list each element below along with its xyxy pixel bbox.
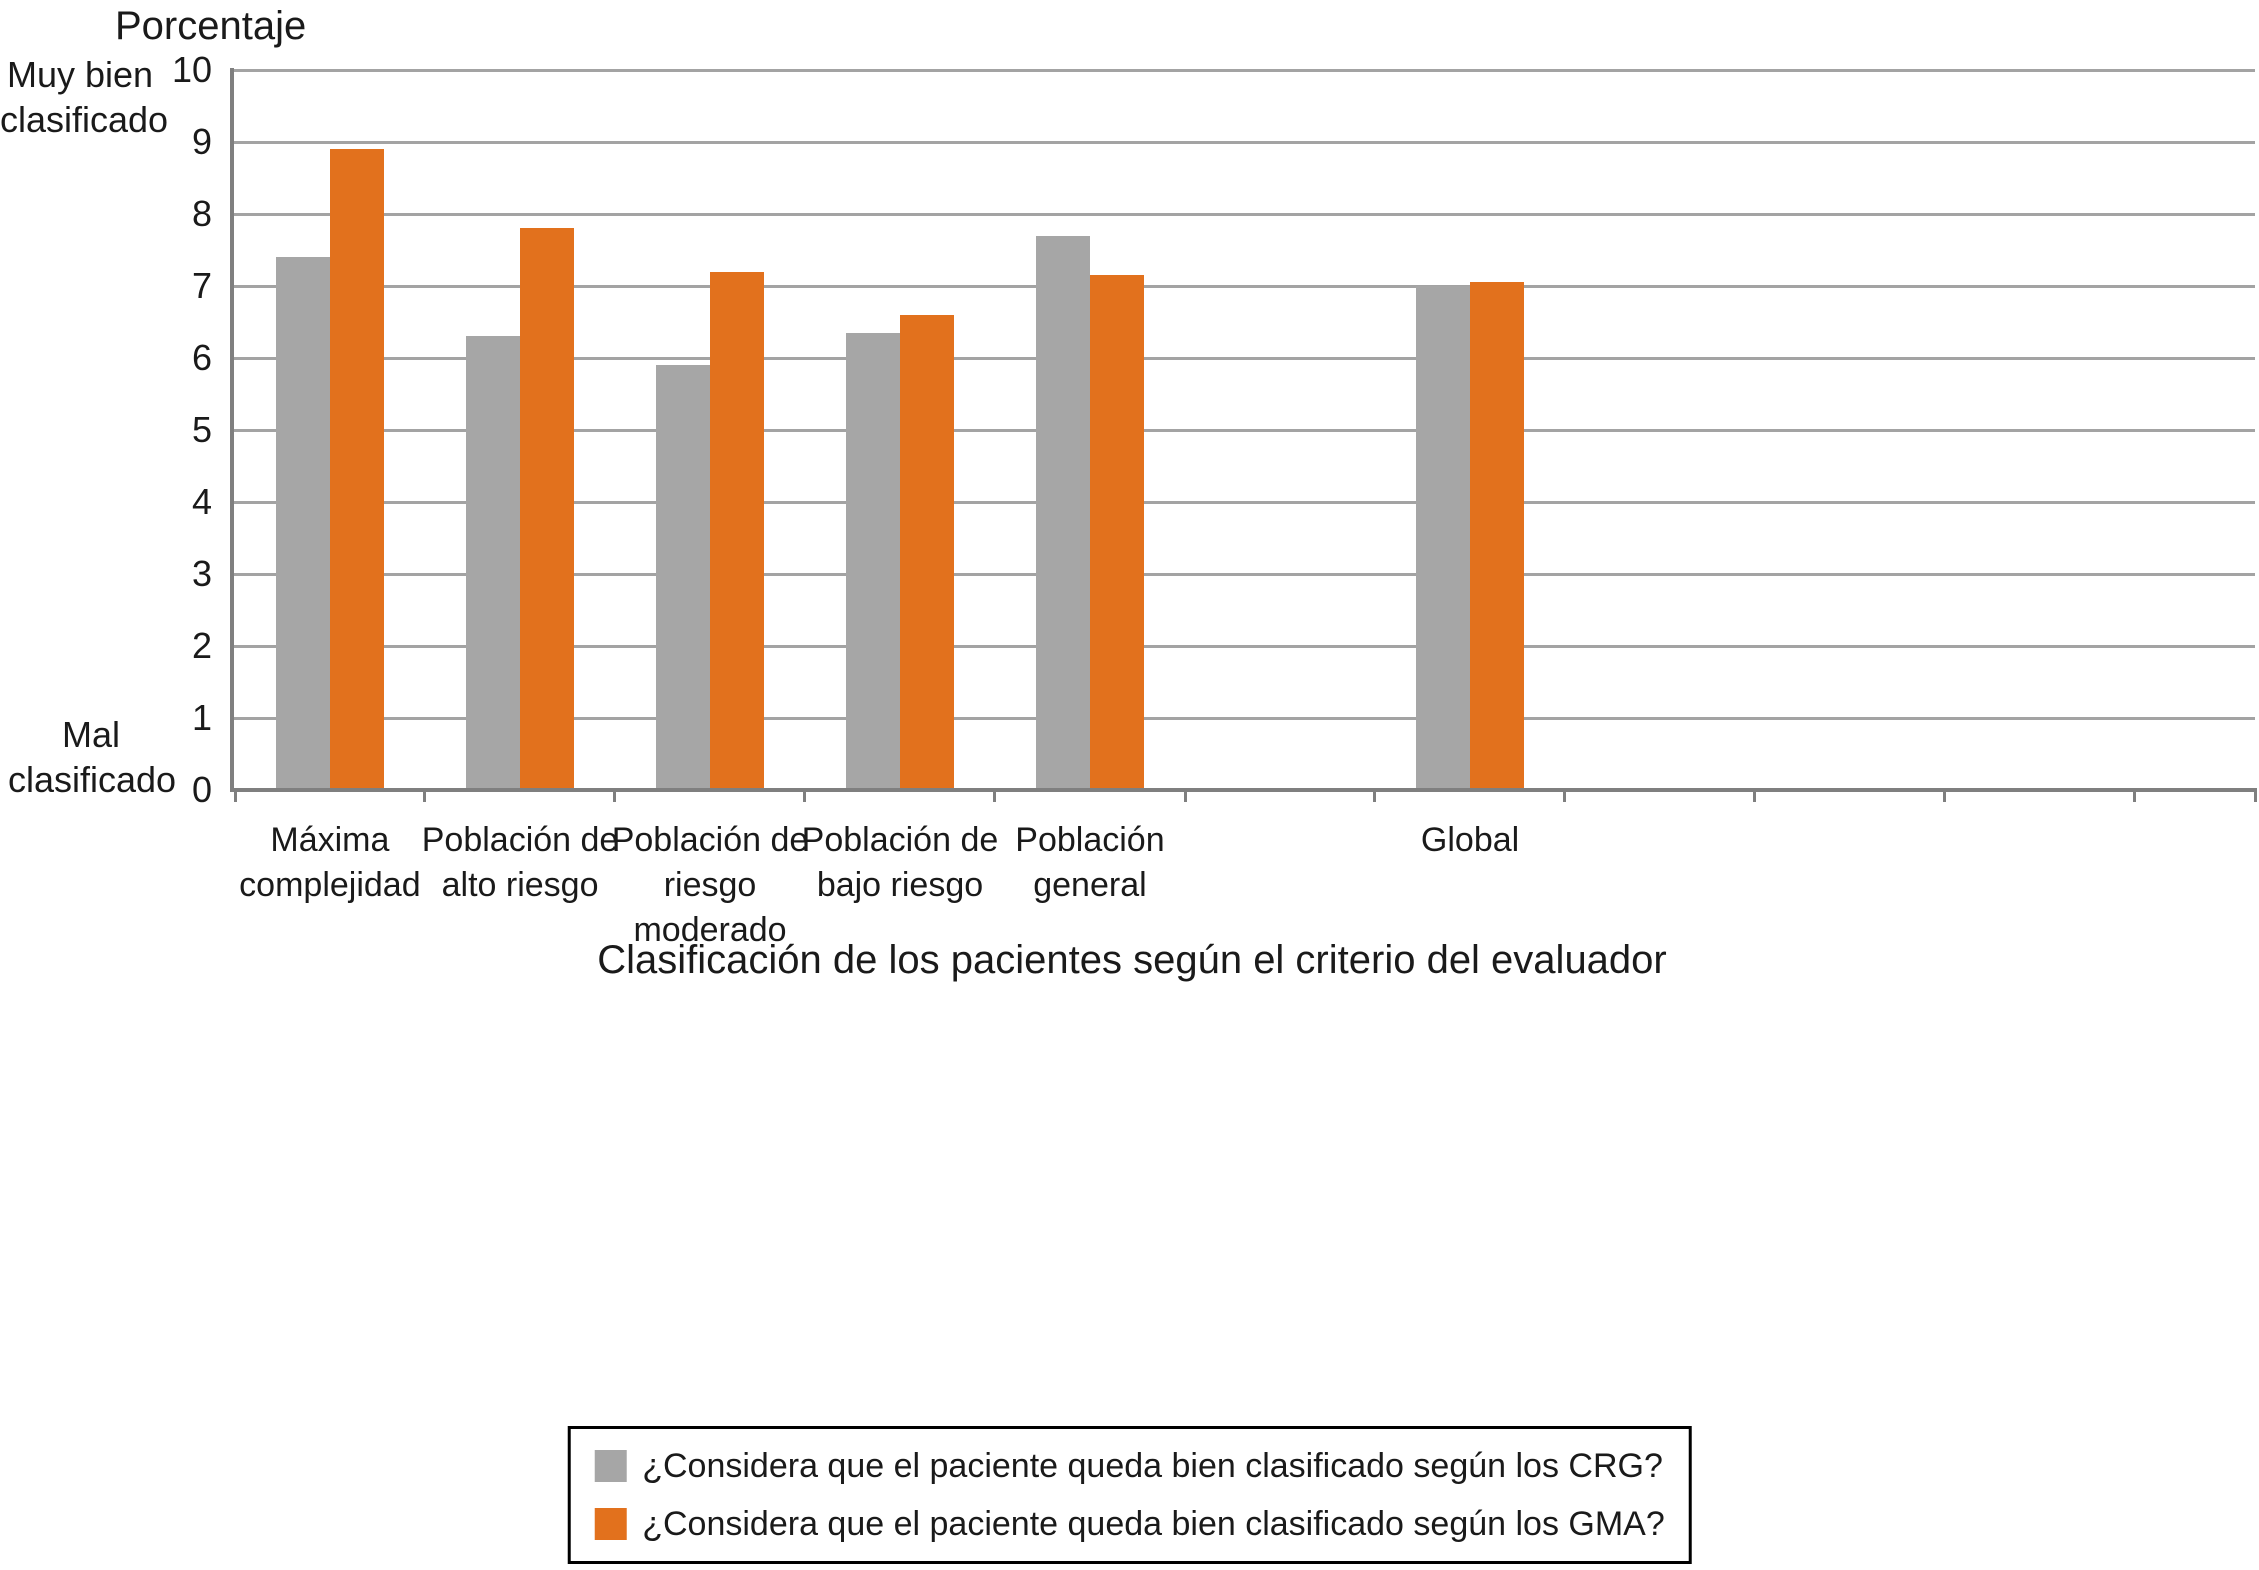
gridline (232, 68, 2255, 72)
gridline (232, 428, 2255, 432)
bar-series-0-cat-4 (1035, 235, 1090, 790)
bar-series-1-cat-2 (710, 271, 765, 790)
x-axis-line (230, 788, 2257, 792)
x-axis-tick (993, 792, 997, 802)
x-axis-tick (613, 792, 617, 802)
y-tick-label: 4 (191, 481, 212, 522)
bar-series-1-cat-0 (329, 149, 384, 790)
legend-item-crg: ¿Considera que el paciente queda bien cl… (594, 1441, 1665, 1491)
y-axis-title: Porcentaje (115, 4, 307, 48)
gridlines-layer (232, 68, 2255, 790)
y-axis-line (230, 68, 234, 792)
bars-layer (232, 70, 2255, 790)
y-tick-label: 0 (191, 769, 212, 810)
y-tick-label: 9 (191, 121, 212, 162)
bar-series-1-cat-3 (899, 314, 954, 790)
y-tick-label: 7 (191, 265, 212, 306)
bar-series-0-cat-3 (845, 332, 900, 790)
bar-series-0-cat-2 (656, 365, 711, 790)
gridline (232, 284, 2255, 288)
legend-label-crg: ¿Considera que el paciente queda bien cl… (642, 1446, 1663, 1485)
gridline (232, 212, 2255, 216)
y-tick-label: 5 (191, 409, 212, 450)
x-axis-tick (803, 792, 807, 802)
y-tick-label: 2 (191, 625, 212, 666)
y-tick-label: 3 (191, 553, 212, 594)
x-axis-tick (1373, 792, 1377, 802)
x-axis-title: Clasificación de los pacientes según el … (597, 938, 1667, 982)
x-axis-tick (1563, 792, 1567, 802)
y-tick-label: 10 (171, 49, 212, 90)
gridline (232, 356, 2255, 360)
bar-series-0-cat-1 (466, 336, 521, 790)
x-axis-tick (2133, 792, 2137, 802)
x-category-label: Máxima complejidad (239, 821, 421, 904)
bar-series-1-cat-1 (520, 228, 575, 790)
legend-label-gma: ¿Considera que el paciente queda bien cl… (642, 1504, 1665, 1543)
x-axis-tick (1183, 792, 1187, 802)
legend: ¿Considera que el paciente queda bien cl… (567, 1426, 1692, 1564)
x-category-label: Población de bajo riesgo (801, 821, 999, 904)
gridline (232, 572, 2255, 576)
gridline (232, 500, 2255, 504)
bar-series-1-cat-5 (1470, 282, 1525, 790)
bar-series-0-cat-0 (275, 257, 330, 790)
legend-swatch-crg-icon (594, 1450, 627, 1482)
gridline (232, 644, 2255, 648)
x-axis-tick (1943, 792, 1947, 802)
x-category-label: Población de riesgo moderado (611, 821, 809, 949)
x-axis-tick (423, 792, 427, 802)
y-tick-label: 1 (191, 697, 212, 738)
x-axis-tick (1753, 792, 1757, 802)
bar-series-0-cat-5 (1416, 286, 1471, 790)
legend-item-gma: ¿Considera que el paciente queda bien cl… (594, 1499, 1665, 1549)
y-axis-top-annotation: Muy bien clasificado (0, 54, 169, 140)
x-axis-ticks (232, 70, 2257, 802)
plot-area (230, 68, 2257, 802)
legend-swatch-gma-icon (594, 1508, 627, 1540)
x-axis-tick (233, 792, 237, 802)
gridline (232, 716, 2255, 720)
x-category-label: Global (1420, 821, 1520, 859)
gridline (232, 140, 2255, 144)
x-category-label: Población general (1015, 821, 1165, 904)
y-axis-bottom-annotation: Mal clasificado (8, 714, 177, 800)
x-axis-tick (2253, 792, 2257, 802)
x-category-label: Población de alto riesgo (421, 821, 619, 904)
bar-series-1-cat-4 (1089, 275, 1144, 790)
y-tick-label: 8 (191, 193, 212, 234)
y-tick-label: 6 (191, 337, 212, 378)
